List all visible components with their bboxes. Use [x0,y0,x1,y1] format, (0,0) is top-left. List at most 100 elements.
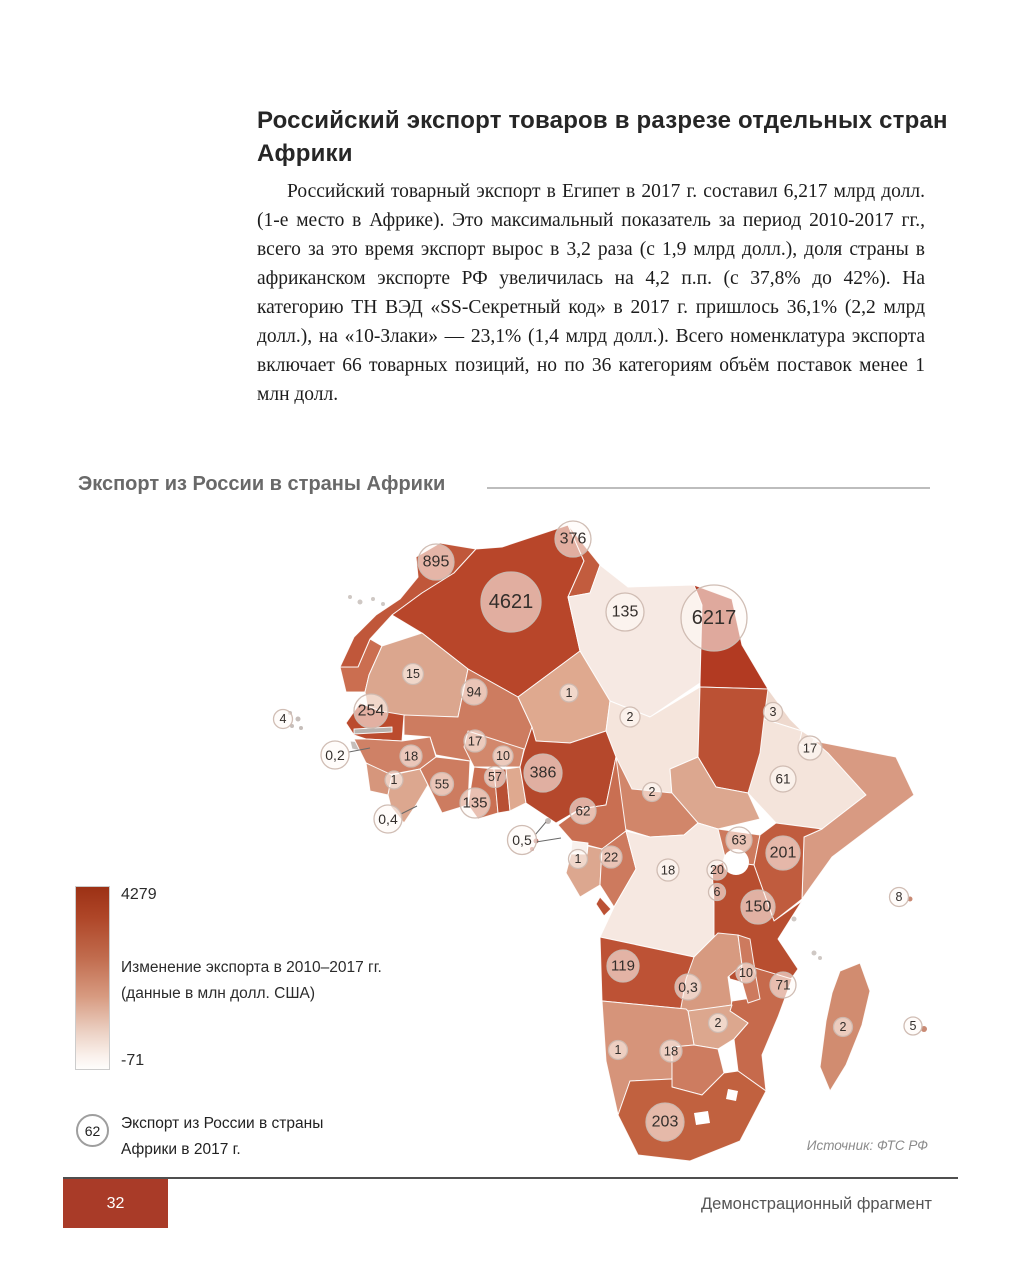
svg-text:62: 62 [575,804,590,819]
svg-text:1: 1 [575,852,582,866]
bubble-burundi: 6 [707,882,727,902]
leader-line-equatorial-guinea [534,821,547,836]
bubble-equatorial-guinea: 0,5 [506,824,538,856]
bubble-kenya: 201 [765,835,801,871]
bubble-malawi: 10 [735,962,757,984]
svg-text:17: 17 [468,734,482,749]
comoros-islands [811,950,817,956]
legend-bubble-example: 62 [76,1114,109,1147]
bubble-guinea: 18 [399,744,423,768]
svg-text:1: 1 [566,686,573,700]
svg-text:6217: 6217 [692,607,737,629]
svg-text:18: 18 [404,749,418,764]
svg-text:94: 94 [466,685,482,700]
bubble-uganda: 63 [725,826,753,854]
bubble-dr-congo: 18 [656,858,680,882]
leader-line-equatorial-guinea [535,837,562,843]
choropleth-legend-gradient [75,886,110,1070]
bubble-madagascar: 2 [832,1016,854,1038]
bubble-zambia: 0,3 [674,973,702,1001]
svg-text:2: 2 [840,1020,847,1034]
svg-text:254: 254 [358,703,385,720]
bubble-ghana: 135 [459,787,491,819]
svg-text:0,5: 0,5 [512,832,532,848]
svg-text:8: 8 [896,890,903,904]
page-title: Российский экспорт товаров в разрезе отд… [257,107,948,168]
legend-min-value: -71 [121,1052,145,1069]
bubble-sierra-leone: 1 [384,770,404,790]
bubble-cameroon: 62 [569,797,597,825]
svg-text:895: 895 [423,554,450,571]
svg-text:0,2: 0,2 [325,747,345,763]
bubble-congo: 22 [599,845,623,869]
legend-bubble-label-line2: Африки в 2017 г. [121,1141,241,1158]
bubble-angola: 119 [606,949,640,983]
svg-text:18: 18 [661,863,675,878]
bubble-benin: 10 [492,745,514,767]
lake-victoria [723,849,749,875]
svg-text:55: 55 [435,777,449,792]
svg-text:135: 135 [612,604,639,621]
bubble-central-african-republic: 2 [641,781,663,803]
legend-description-line1: Изменение экспорта в 2010–2017 гг. [121,959,382,976]
svg-text:63: 63 [731,833,746,848]
svg-text:5: 5 [910,1019,917,1033]
svg-text:15: 15 [406,667,420,681]
bubble-nigeria: 386 [523,753,563,793]
fragment-label: Демонстрационный фрагмент [700,1195,932,1213]
svg-text:119: 119 [611,958,635,975]
heading-rule [487,487,930,489]
country-lesotho [694,1111,710,1125]
svg-text:10: 10 [739,966,753,980]
bubble-algeria: 4621 [480,571,542,633]
country-swaziland [726,1089,738,1101]
bubble-burkina-faso: 17 [463,729,487,753]
svg-text:201: 201 [770,845,797,862]
bubble-togo: 57 [483,765,507,789]
bubble-namibia: 1 [607,1039,629,1061]
bubble-rwanda: 20 [706,859,728,881]
country-cabinda [595,896,612,917]
page-number: 32 [63,1179,168,1228]
bubble-cape-verde: 4 [272,708,294,730]
bubble-mauritius: 5 [903,1016,923,1036]
map-source: Источник: ФТС РФ [806,1138,928,1153]
svg-text:1: 1 [391,773,398,787]
bubble-niger: 1 [559,683,579,703]
bubble-zimbabwe: 2 [707,1012,729,1034]
bubble-mali: 94 [460,678,488,706]
svg-text:1: 1 [615,1043,622,1057]
svg-text:2: 2 [649,785,656,799]
bubble-botswana: 18 [659,1039,683,1063]
body-paragraph: Российский товарный экспорт в Египет в 2… [257,177,925,409]
legend-description: Изменение экспорта в 2010–2017 гг. (данн… [121,955,382,1007]
bubble-tanzania: 150 [740,889,776,925]
bubble-guinea-bissau: 0,2 [320,740,350,770]
bubble-senegal: 254 [353,693,389,729]
svg-text:57: 57 [488,770,502,784]
paragraph-text: Российский товарный экспорт в Египет в 2… [257,181,925,405]
leader-line-liberia [400,805,418,815]
svg-text:18: 18 [664,1044,678,1059]
svg-text:0,4: 0,4 [378,811,398,827]
country-mozambique [729,966,793,1092]
bubble-south-africa: 203 [645,1102,685,1142]
bubble-cote-divoire: 55 [429,771,455,797]
map-section-heading: Экспорт из России в страны Африки [78,473,446,495]
svg-text:20: 20 [710,863,724,877]
svg-text:22: 22 [604,850,618,865]
bubble-mauritania: 15 [401,662,425,686]
svg-text:4621: 4621 [489,591,534,613]
bubble-mozambique: 71 [769,971,797,999]
bubble-liberia: 0,4 [373,804,403,834]
bubble-ethiopia: 61 [769,765,797,793]
svg-text:0,3: 0,3 [678,979,698,995]
svg-text:203: 203 [652,1114,679,1131]
svg-text:376: 376 [560,531,587,548]
svg-text:6: 6 [714,885,721,899]
bubble-egypt: 6217 [680,584,748,652]
legend-description-line2: (данные в млн долл. США) [121,985,316,1002]
legend-bubble-label-line1: Экспорт из России в страны [121,1115,324,1132]
svg-text:61: 61 [775,772,790,787]
